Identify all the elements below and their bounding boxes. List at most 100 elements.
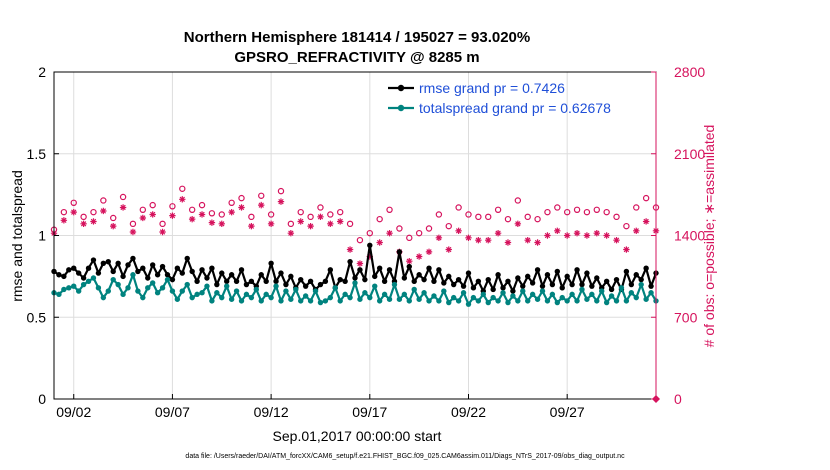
totalspread-marker bbox=[584, 296, 590, 302]
possible-obs-marker bbox=[475, 213, 482, 221]
assimilated-obs-marker bbox=[80, 220, 87, 228]
assimilated-obs-marker bbox=[307, 222, 314, 230]
possible-obs-marker bbox=[60, 208, 68, 216]
rmse-marker bbox=[273, 278, 279, 284]
rmse-marker bbox=[243, 281, 250, 288]
assimilated-obs-marker bbox=[603, 232, 610, 239]
y-tick-label: 2 bbox=[38, 64, 46, 80]
possible-obs-marker bbox=[307, 213, 314, 221]
totalspread-marker bbox=[61, 286, 67, 293]
totalspread-marker bbox=[120, 291, 126, 298]
totalspread-marker bbox=[529, 291, 536, 298]
assimilated-obs-marker bbox=[179, 196, 186, 203]
possible-obs-marker bbox=[208, 210, 216, 217]
possible-obs-marker bbox=[129, 220, 137, 228]
x-tick-label: 09/07 bbox=[155, 404, 190, 420]
rmse-marker bbox=[214, 281, 220, 288]
rmse-marker bbox=[283, 281, 289, 288]
rmse-marker bbox=[159, 263, 166, 270]
assimilated-obs-marker bbox=[139, 214, 147, 222]
rmse-marker bbox=[495, 272, 501, 278]
assimilated-obs-marker bbox=[445, 246, 452, 253]
rmse-marker bbox=[455, 276, 462, 283]
assimilated-obs-marker bbox=[563, 232, 571, 239]
assimilated-obs-marker bbox=[258, 201, 265, 209]
possible-obs-marker bbox=[258, 192, 265, 199]
possible-obs-marker bbox=[504, 215, 512, 223]
chart-subtitle: GPSRO_REFRACTIVITY @ 8285 m bbox=[234, 49, 479, 66]
totalspread-marker bbox=[293, 286, 299, 293]
totalspread-marker bbox=[219, 294, 225, 301]
assimilated-obs-marker bbox=[633, 227, 640, 235]
totalspread-marker bbox=[603, 299, 610, 306]
totalspread-marker bbox=[475, 298, 482, 304]
rmse-marker bbox=[401, 275, 408, 281]
totalspread-marker bbox=[159, 285, 166, 291]
assimilated-obs-marker bbox=[169, 212, 176, 219]
rmse-marker bbox=[268, 260, 274, 266]
assimilated-obs-marker bbox=[228, 208, 235, 216]
totalspread-marker bbox=[608, 293, 615, 299]
rmse-marker bbox=[505, 278, 511, 284]
rmse-marker bbox=[317, 281, 324, 288]
possible-obs-marker bbox=[238, 194, 245, 202]
totalspread-marker bbox=[357, 296, 363, 302]
totalspread-marker bbox=[204, 283, 210, 289]
x-tick-label: 09/17 bbox=[352, 404, 387, 420]
totalspread-marker bbox=[362, 290, 368, 296]
possible-obs-marker bbox=[386, 206, 393, 214]
totalspread-marker bbox=[169, 288, 176, 294]
rmse-marker bbox=[278, 270, 284, 276]
totalspread-marker bbox=[75, 288, 82, 294]
totalspread-marker bbox=[278, 298, 284, 304]
totalspread-marker bbox=[268, 294, 274, 301]
possible-obs-marker bbox=[119, 193, 127, 201]
totalspread-marker bbox=[648, 290, 654, 296]
rmse-marker bbox=[579, 281, 585, 288]
rmse-marker bbox=[224, 278, 230, 284]
rmse-marker bbox=[613, 276, 620, 283]
totalspread-marker bbox=[495, 298, 501, 304]
assimilated-obs-marker bbox=[198, 211, 206, 218]
totalspread-marker bbox=[446, 299, 452, 306]
assimilated-obs-marker bbox=[336, 218, 344, 225]
rmse-marker bbox=[194, 278, 200, 284]
zero-obs-marker bbox=[652, 395, 660, 403]
possible-obs-marker bbox=[179, 185, 186, 192]
totalspread-marker bbox=[455, 298, 462, 304]
rmse-marker bbox=[154, 272, 161, 278]
possible-obs-marker bbox=[218, 211, 225, 218]
x-tick-label: 09/02 bbox=[56, 404, 91, 420]
rmse-marker bbox=[302, 283, 309, 289]
totalspread-marker bbox=[337, 298, 343, 304]
totalspread-marker bbox=[613, 298, 620, 304]
y-right-tick-label: 2100 bbox=[674, 146, 705, 162]
possible-obs-marker bbox=[248, 213, 255, 221]
rmse-marker bbox=[500, 285, 506, 291]
possible-obs-marker bbox=[593, 206, 600, 214]
totalspread-marker bbox=[179, 288, 185, 294]
rmse-marker bbox=[564, 273, 570, 280]
possible-obs-marker bbox=[465, 211, 472, 218]
possible-obs-marker bbox=[642, 194, 650, 202]
totalspread-marker bbox=[110, 276, 116, 283]
totalspread-marker bbox=[66, 285, 72, 291]
rmse-marker bbox=[643, 265, 649, 271]
totalspread-marker bbox=[386, 296, 393, 302]
assimilated-obs-marker bbox=[267, 220, 275, 228]
assimilated-obs-marker bbox=[514, 220, 522, 228]
possible-obs-marker bbox=[139, 206, 147, 214]
rmse-marker bbox=[298, 276, 304, 283]
totalspread-marker bbox=[149, 280, 156, 286]
possible-obs-marker bbox=[80, 213, 87, 221]
rmse-marker bbox=[204, 275, 210, 281]
assimilated-obs-marker bbox=[425, 248, 433, 256]
totalspread-marker bbox=[317, 299, 324, 306]
totalspread-marker bbox=[480, 291, 486, 298]
totalspread-marker bbox=[411, 286, 417, 293]
possible-obs-marker bbox=[198, 201, 206, 209]
totalspread-marker bbox=[401, 291, 408, 298]
totalspread-marker bbox=[283, 288, 289, 294]
rmse-marker bbox=[189, 268, 195, 275]
totalspread-marker bbox=[253, 286, 260, 293]
